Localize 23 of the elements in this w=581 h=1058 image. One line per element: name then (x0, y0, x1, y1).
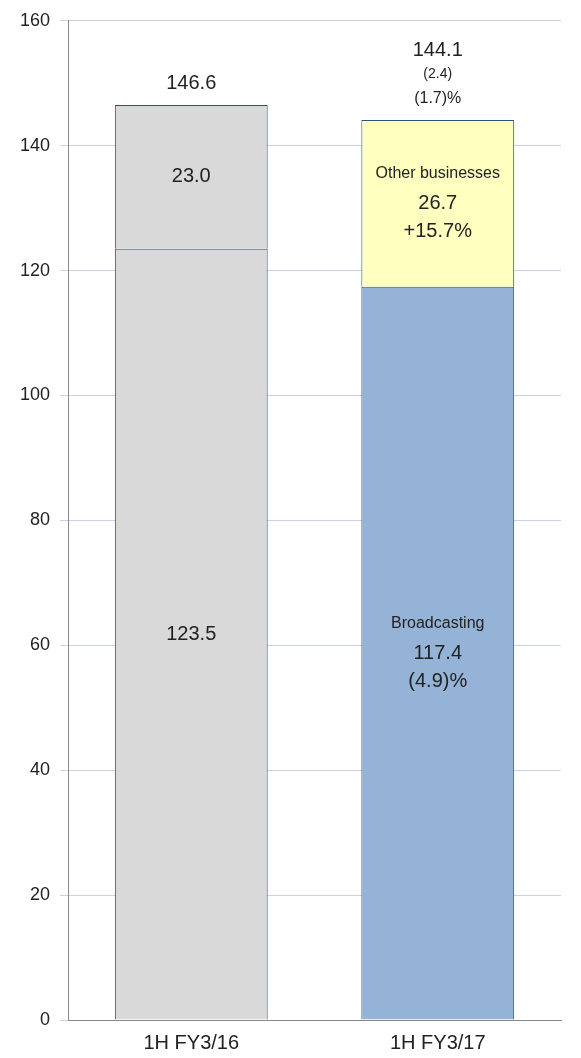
y-tick-label: 20 (30, 884, 51, 905)
y-tick-label: 80 (30, 509, 51, 530)
y-tick-label: 140 (19, 134, 51, 155)
y-tick-label: 40 (30, 759, 51, 780)
total-label: 146.6 (166, 70, 217, 93)
y-tick-label: 120 (19, 259, 51, 280)
data-label: 123.5 (166, 621, 217, 644)
series-label: Broadcasting (391, 613, 485, 631)
data-label: 26.7 (418, 190, 458, 213)
annotation: (2.4) (423, 64, 453, 81)
data-label: 23.0 (171, 164, 211, 187)
y-tick-label: 0 (40, 1008, 51, 1029)
y-tick-label: 60 (30, 634, 51, 655)
y-tick-label: 160 (19, 9, 51, 30)
total-label: 144.1 (412, 37, 463, 60)
annotation: +15.7% (403, 218, 473, 241)
x-tick-label: 1H FY3/17 (389, 1030, 486, 1053)
x-tick-label: 1H FY3/16 (143, 1030, 240, 1053)
series-label: Other businesses (375, 163, 501, 181)
data-label: 117.4 (413, 640, 463, 663)
y-tick-label: 100 (19, 384, 51, 405)
annotation: (1.7)% (414, 88, 462, 106)
annotation: (4.9)% (408, 668, 468, 691)
